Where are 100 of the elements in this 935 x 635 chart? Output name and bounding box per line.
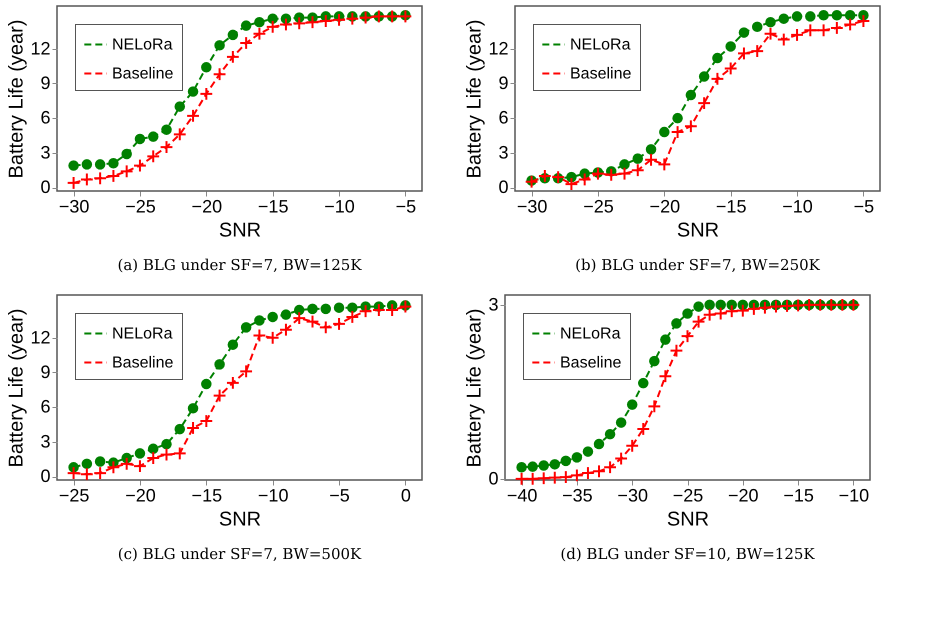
y-tick-label: 3 <box>40 142 50 162</box>
y-tick-label: 6 <box>40 396 50 417</box>
legend-label: NELoRa <box>112 326 173 342</box>
point <box>134 134 146 144</box>
legend-label: Baseline <box>112 66 174 82</box>
x-tick-label: −5 <box>329 486 350 506</box>
point <box>93 466 108 480</box>
point <box>186 421 200 435</box>
point <box>174 101 186 112</box>
point <box>560 456 572 466</box>
point <box>148 131 158 142</box>
x-tick-label: −20 <box>125 486 156 506</box>
point <box>133 459 147 474</box>
point <box>614 452 628 466</box>
x-tick-label: −5 <box>396 196 416 216</box>
y-tick-label: 0 <box>488 468 498 488</box>
y-axis-title: Battery Life (year) <box>463 308 486 468</box>
x-tick-label: −30 <box>617 486 648 506</box>
point <box>538 460 549 471</box>
point <box>630 163 645 178</box>
point <box>644 152 658 167</box>
point <box>266 20 280 34</box>
point <box>805 11 816 22</box>
x-tick-label: 0 <box>400 486 411 506</box>
point <box>682 308 693 319</box>
x-tick-label: −15 <box>716 196 746 216</box>
y-axis-title: Battery Life (year) <box>5 308 28 468</box>
point <box>657 157 672 172</box>
point <box>527 461 538 472</box>
point <box>670 344 684 358</box>
point <box>306 314 320 329</box>
text: (d) BLG under SF=10, BW=125K <box>560 545 816 563</box>
point <box>385 303 400 317</box>
legend-label: Baseline <box>560 354 622 372</box>
x-axis-title: SNR <box>218 508 262 530</box>
point <box>712 52 723 64</box>
x-axis-title: SNR <box>666 508 710 530</box>
x-tick-label: −35 <box>562 486 593 506</box>
point <box>280 309 292 320</box>
point <box>252 26 266 41</box>
text: (b) BLG under SF=7, BW=250K <box>575 256 821 274</box>
point <box>778 13 790 24</box>
x-tick-label: −30 <box>58 196 90 216</box>
point <box>558 470 573 484</box>
point <box>292 16 306 30</box>
point <box>372 303 386 317</box>
point <box>764 26 778 41</box>
point <box>736 304 750 318</box>
point <box>603 460 617 474</box>
y-tick-label: 12 <box>30 327 50 348</box>
y-tick-label: 3 <box>40 431 50 452</box>
point <box>294 304 304 316</box>
point <box>844 10 856 20</box>
point <box>592 464 606 478</box>
y-tick-label: 9 <box>498 72 508 93</box>
x-tick-label: −10 <box>258 486 288 506</box>
point <box>214 40 225 51</box>
x-tick-label: −25 <box>583 196 614 216</box>
point <box>790 28 804 42</box>
point <box>572 452 582 463</box>
x-tick-label: −30 <box>516 196 548 216</box>
point <box>776 32 791 46</box>
y-tick-label: 9 <box>40 362 50 382</box>
point <box>106 169 120 183</box>
point <box>174 424 186 434</box>
y-tick-label: 3 <box>488 294 498 314</box>
point <box>514 472 529 486</box>
point <box>226 376 240 390</box>
point <box>239 364 254 378</box>
point <box>188 403 198 414</box>
point <box>724 62 738 76</box>
point <box>625 438 640 453</box>
point <box>538 169 552 183</box>
point <box>737 46 751 60</box>
point <box>738 27 750 38</box>
y-tick-label: 9 <box>40 72 50 93</box>
point <box>240 322 252 333</box>
point <box>66 176 81 190</box>
x-tick-label: −10 <box>782 196 813 216</box>
point <box>228 30 238 40</box>
point <box>345 310 360 324</box>
point <box>649 356 660 366</box>
point <box>82 458 92 470</box>
point <box>199 414 214 428</box>
point <box>672 112 683 124</box>
point <box>66 466 81 480</box>
x-axis-title: SNR <box>676 220 720 242</box>
point <box>684 119 698 134</box>
point <box>398 9 412 24</box>
point <box>658 369 672 384</box>
point <box>526 472 540 486</box>
y-tick-label: 12 <box>30 38 50 58</box>
point <box>345 12 360 26</box>
point <box>715 300 726 310</box>
point <box>594 438 604 450</box>
x-tick-label: −10 <box>324 196 355 216</box>
point <box>830 21 844 35</box>
point <box>698 71 710 82</box>
point <box>318 320 333 334</box>
point <box>591 166 605 181</box>
